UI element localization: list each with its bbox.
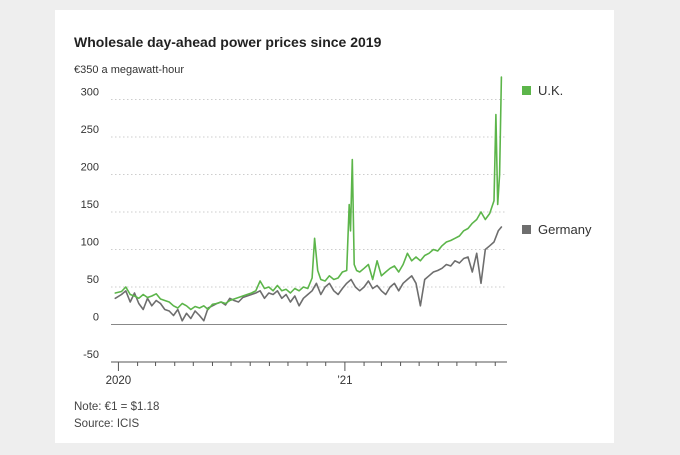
y-axis-ticks: -50 0 50 100 150 200 250 300: [81, 87, 99, 362]
line-chart: €350 a megawatt-hour -50 0 50 100 150 200 250 3…: [74, 64, 592, 387]
chart-title: Wholesale day-ahead power prices since 2…: [74, 34, 382, 50]
legend-swatch: [522, 225, 531, 234]
series-lines: [114, 76, 503, 322]
x-tick-label: 2020: [106, 375, 132, 387]
y-tick-label: 50: [87, 274, 99, 286]
series-line-germany: [114, 226, 503, 322]
legend-label: Germany: [538, 222, 592, 237]
y-tick-label: 300: [81, 87, 99, 99]
gridlines: [111, 99, 507, 363]
x-tick-label: ’21: [337, 375, 352, 387]
y-axis-label: €350 a megawatt-hour: [74, 64, 184, 76]
legend-label: U.K.: [538, 83, 563, 98]
legend-swatch: [522, 86, 531, 95]
y-tick-label: 250: [81, 124, 99, 136]
chart-card: Wholesale day-ahead power prices since 2…: [55, 10, 614, 443]
x-axis: 2020 ’21: [106, 361, 507, 387]
series-line-uk: [114, 76, 503, 311]
legend: U.K. Germany: [522, 83, 592, 237]
y-tick-label: 0: [93, 312, 99, 324]
chart-source: Source: ICIS: [74, 418, 140, 430]
chart-note: Note: €1 = $1.18: [74, 401, 160, 413]
y-tick-label: 200: [81, 162, 99, 174]
y-tick-label: 100: [81, 237, 99, 249]
y-tick-label: 150: [81, 199, 99, 211]
y-tick-label: -50: [83, 349, 99, 361]
